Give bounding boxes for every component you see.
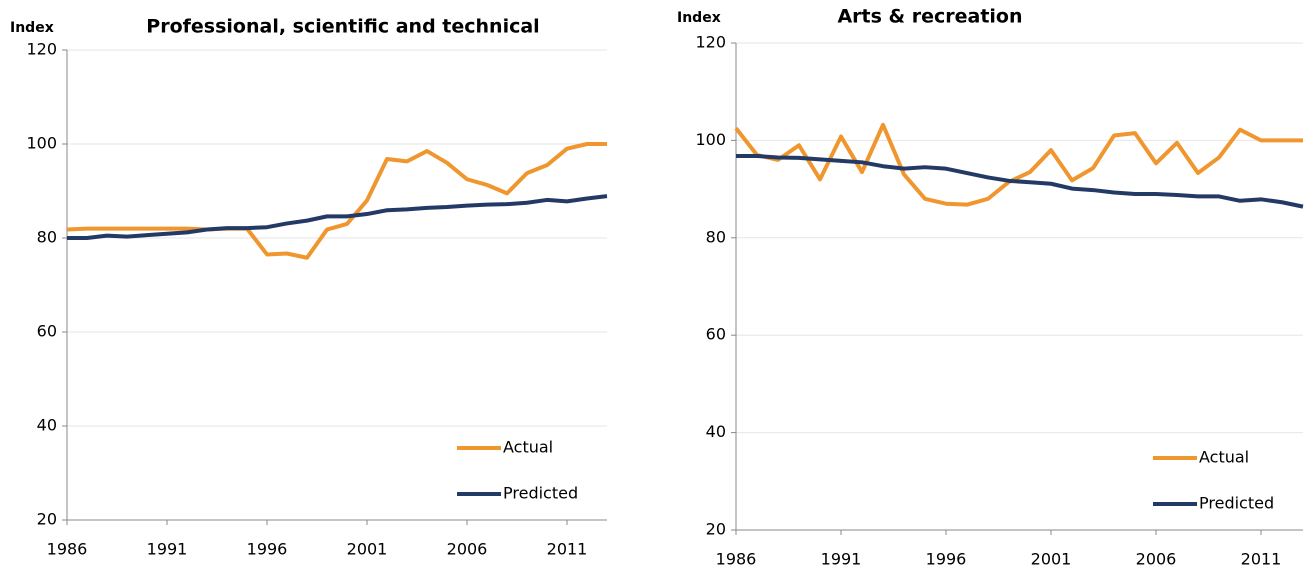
y-tick-label: 60 [37, 322, 57, 341]
y-tick-label: 40 [706, 422, 726, 441]
y-tick-label: 100 [26, 134, 57, 153]
x-tick-label: 2011 [1241, 550, 1282, 569]
y-tick-label: 40 [37, 416, 57, 435]
x-tick-label: 2011 [547, 540, 588, 559]
legend-label: Actual [1199, 448, 1249, 467]
x-tick-label: 1996 [926, 550, 967, 569]
chart-title: Arts & recreation [837, 6, 1022, 28]
y-tick-label: 120 [26, 40, 57, 59]
series-line [66, 142, 607, 260]
x-tick-label: 2006 [1136, 550, 1177, 569]
y-tick-label: 20 [706, 520, 726, 539]
y-tick-label: 20 [37, 510, 57, 529]
legend-label: Predicted [1199, 494, 1274, 513]
y-axis-label: Index [677, 10, 721, 26]
x-tick-label: 2001 [1031, 550, 1072, 569]
legend-label: Predicted [503, 484, 578, 503]
chart-title: Professional, scientific and technical [146, 16, 539, 38]
y-axis-label: Index [10, 20, 54, 36]
x-tick-label: 1991 [147, 540, 188, 559]
y-tick-label: 100 [695, 130, 726, 149]
x-tick-label: 1986 [716, 550, 757, 569]
series-line [734, 122, 1303, 207]
series-line [736, 153, 1304, 209]
y-tick-label: 120 [695, 33, 726, 52]
y-tick-label: 80 [37, 228, 57, 247]
y-tick-label: 60 [706, 325, 726, 344]
series-line [67, 194, 608, 240]
x-tick-label: 1996 [247, 540, 288, 559]
x-tick-label: 1986 [47, 540, 88, 559]
x-tick-label: 1991 [821, 550, 862, 569]
x-tick-label: 2001 [347, 540, 388, 559]
legend-label: Actual [503, 438, 553, 457]
y-tick-label: 80 [706, 227, 726, 246]
x-tick-label: 2006 [447, 540, 488, 559]
